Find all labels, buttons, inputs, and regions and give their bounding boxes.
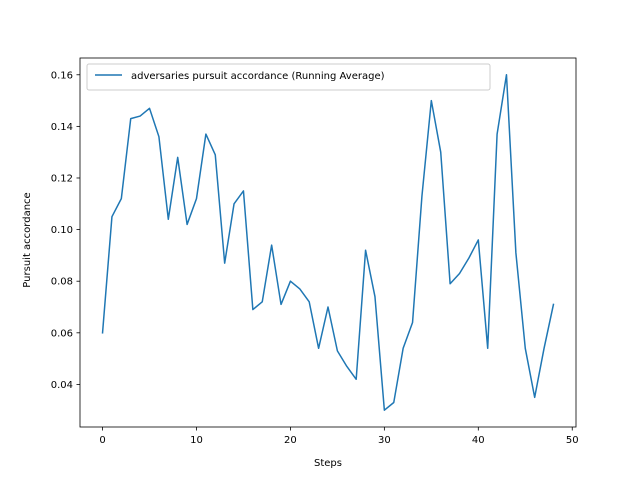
y-axis: 0.04 0.06 0.08 0.10 0.12 0.14 0.16 [51, 70, 80, 391]
y-tick-label: 0.10 [51, 225, 73, 236]
x-tick-label: 20 [284, 435, 297, 446]
legend: adversaries pursuit accordance (Running … [86, 63, 491, 91]
axes-frame [79, 57, 577, 428]
x-tick-label: 50 [566, 435, 579, 446]
y-tick-label: 0.06 [51, 328, 73, 339]
x-axis: 0 10 20 30 40 50 [99, 427, 579, 446]
y-tick-label: 0.14 [51, 122, 73, 133]
plot-area [79, 57, 577, 428]
y-tick-label: 0.04 [51, 380, 73, 391]
x-tick-label: 0 [99, 435, 105, 446]
legend-box [86, 63, 491, 91]
y-tick-label: 0.16 [51, 70, 73, 81]
x-axis-label: Steps [314, 458, 342, 469]
x-tick-label: 40 [472, 435, 485, 446]
legend-entry-label: adversaries pursuit accordance (Running … [131, 71, 385, 82]
series-line-0 [101, 74, 555, 411]
x-tick-label: 10 [190, 435, 203, 446]
y-tick-label: 0.08 [51, 277, 73, 288]
y-tick-label: 0.12 [51, 173, 73, 184]
x-tick-label: 30 [378, 435, 391, 446]
y-axis-label: Pursuit accordance [22, 192, 33, 287]
